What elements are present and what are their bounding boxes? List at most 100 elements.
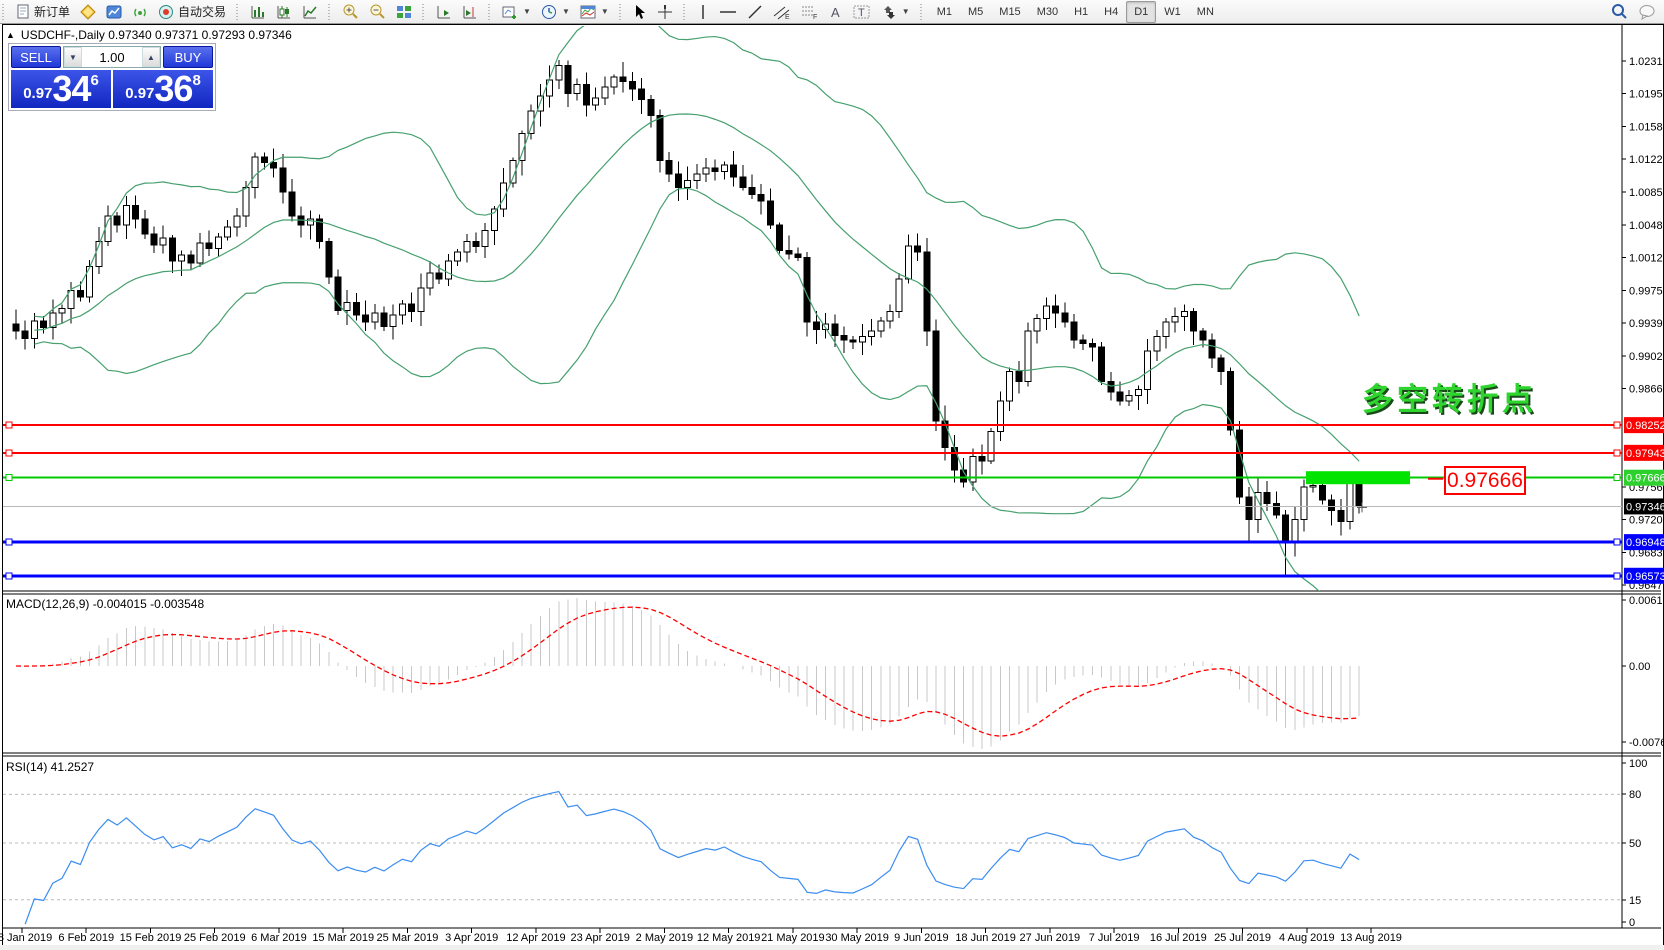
macd-indicator-label: MACD(12,26,9) -0.004015 -0.003548 [6, 597, 205, 611]
volume-value[interactable]: 1.00 [82, 47, 142, 67]
tab-timeframe-H4[interactable]: H4 [1104, 5, 1119, 18]
line-handle[interactable] [1613, 572, 1621, 580]
tab-timeframe-MN[interactable]: MN [1196, 5, 1214, 18]
line-chart-icon [303, 5, 317, 18]
zoom-out-button[interactable] [364, 3, 391, 21]
chart-title: ▲ USDCHF-,Daily 0.97340 0.97371 0.97293 … [6, 28, 292, 42]
tab-timeframe-D1[interactable]: D1 [1126, 0, 1157, 23]
new-order-icon [16, 4, 30, 19]
vertical-line-tool[interactable] [692, 3, 714, 21]
crosshair-tool-button[interactable] [652, 3, 678, 21]
toolbar-grip [236, 3, 241, 20]
sell-price-tile[interactable]: 0.97 34 6 [11, 70, 111, 108]
market-button[interactable] [101, 3, 127, 21]
date-axis-label: 15 Feb 2019 [120, 932, 182, 944]
equidistant-channel-tool[interactable]: E [768, 3, 796, 21]
text-icon: A [831, 5, 840, 20]
tab-timeframe-W1[interactable]: W1 [1164, 5, 1181, 18]
chart-shift-button[interactable] [457, 3, 483, 21]
tab-timeframe-M30[interactable]: M30 [1036, 5, 1059, 18]
mql5-community-button[interactable] [75, 3, 101, 21]
timeframe-group: M1 M5 M15 M30 H1 H4 D1 W1 MN [926, 0, 1225, 23]
line-handle[interactable] [1613, 538, 1621, 546]
tab-timeframe-H1[interactable]: H1 [1074, 5, 1089, 18]
toolbar-grip [2, 3, 6, 20]
horizontal-line-icon [719, 10, 736, 13]
sell-price-base: 0.97 [23, 85, 53, 102]
date-axis-label: 25 Mar 2019 [377, 932, 439, 944]
text-tool[interactable]: A [824, 3, 848, 21]
price-callout-label[interactable]: 0.97666 [1444, 466, 1526, 495]
feedback-button[interactable] [1633, 3, 1661, 21]
date-axis-label: 3 Apr 2019 [445, 932, 498, 944]
sell-button[interactable]: SELL [11, 46, 61, 68]
bollinger-bands [34, 26, 1360, 591]
horizontal-line-tool[interactable] [714, 3, 742, 21]
price-axis-badge-text: 0.98252 [1626, 420, 1664, 432]
line-handle[interactable] [5, 474, 13, 482]
tab-timeframe-M5[interactable]: M5 [968, 5, 984, 18]
buy-price-base: 0.97 [125, 85, 155, 102]
bar-chart-mode-button[interactable] [245, 3, 271, 21]
line-handle[interactable] [1613, 449, 1621, 457]
buy-price-tile[interactable]: 0.97 36 8 [113, 70, 213, 108]
date-axis-label: 6 Mar 2019 [251, 932, 307, 944]
cursor-tool-button[interactable] [628, 3, 652, 21]
new-order-button[interactable]: 新订单 [11, 3, 75, 21]
line-handle[interactable] [5, 449, 13, 457]
arrows-tool[interactable]: ▼ [876, 3, 915, 21]
chinese-annotation-text[interactable]: 多空转折点 [1362, 382, 1537, 417]
line-handle[interactable] [5, 572, 13, 580]
periods-button[interactable]: ▼ [536, 3, 575, 21]
line-handle[interactable] [1613, 474, 1621, 482]
date-axis-label: 28 Jan 2019 [0, 932, 52, 944]
sell-price-sup: 6 [90, 72, 99, 89]
line-handle[interactable] [5, 421, 13, 429]
search-button[interactable] [1606, 3, 1633, 21]
date-axis-label: 21 May 2019 [761, 932, 825, 944]
price-axis-badge [1624, 469, 1664, 486]
market-icon [106, 4, 122, 20]
sell-price-big: 34 [52, 68, 91, 109]
line-handle[interactable] [5, 538, 13, 546]
chart-title-text: USDCHF-,Daily 0.97340 0.97371 0.97293 0.… [20, 28, 292, 42]
new-chart-button[interactable]: ▼ [497, 3, 536, 21]
volume-increase-button[interactable]: ▲ [142, 47, 160, 67]
tile-windows-button[interactable] [391, 3, 417, 21]
date-axis-label: 12 May 2019 [697, 932, 761, 944]
signals-button[interactable] [127, 3, 153, 21]
tab-timeframe-M1[interactable]: M1 [936, 5, 952, 18]
bar-chart-icon [251, 5, 265, 18]
volume-decrease-button[interactable]: ▼ [64, 47, 82, 67]
price-axis-badge-text: 0.96948 [1626, 537, 1664, 549]
price-axis-tick: 1.01950 [1629, 88, 1664, 100]
auto-scroll-button[interactable] [431, 3, 457, 21]
candlestick-icon [277, 5, 291, 18]
auto-scroll-icon [437, 5, 451, 18]
rsi-axis-tick: 80 [1629, 789, 1641, 801]
fibonacci-tool[interactable]: F [796, 3, 824, 21]
price-axis-badge-text: 0.96573 [1626, 571, 1664, 583]
macd-axis-tick: 0.00 [1629, 661, 1650, 673]
tab-timeframe-M15[interactable]: M15 [999, 5, 1021, 18]
text-label-tool[interactable]: T [848, 3, 876, 21]
rsi-axis-tick: 100 [1629, 758, 1647, 770]
candlestick-mode-button[interactable] [271, 3, 297, 21]
auto-trading-button[interactable]: 自动交易 [153, 3, 231, 21]
line-chart-mode-button[interactable] [297, 3, 323, 21]
trendline-tool[interactable] [742, 3, 768, 21]
date-axis-label: 9 Jun 2019 [894, 932, 948, 944]
svg-text:A: A [831, 5, 840, 20]
clock-icon [541, 4, 556, 19]
line-handle[interactable] [1613, 421, 1621, 429]
macd-axis-tick: 0.00613 [1629, 595, 1664, 607]
buy-button[interactable]: BUY [163, 46, 213, 68]
templates-button[interactable]: ▼ [575, 3, 614, 21]
collapse-icon[interactable]: ▲ [6, 30, 15, 40]
toolbar-grip [682, 3, 687, 20]
highlight-trend-segment[interactable] [1306, 471, 1410, 485]
signal-icon [132, 4, 148, 20]
zoom-in-button[interactable] [337, 3, 364, 21]
